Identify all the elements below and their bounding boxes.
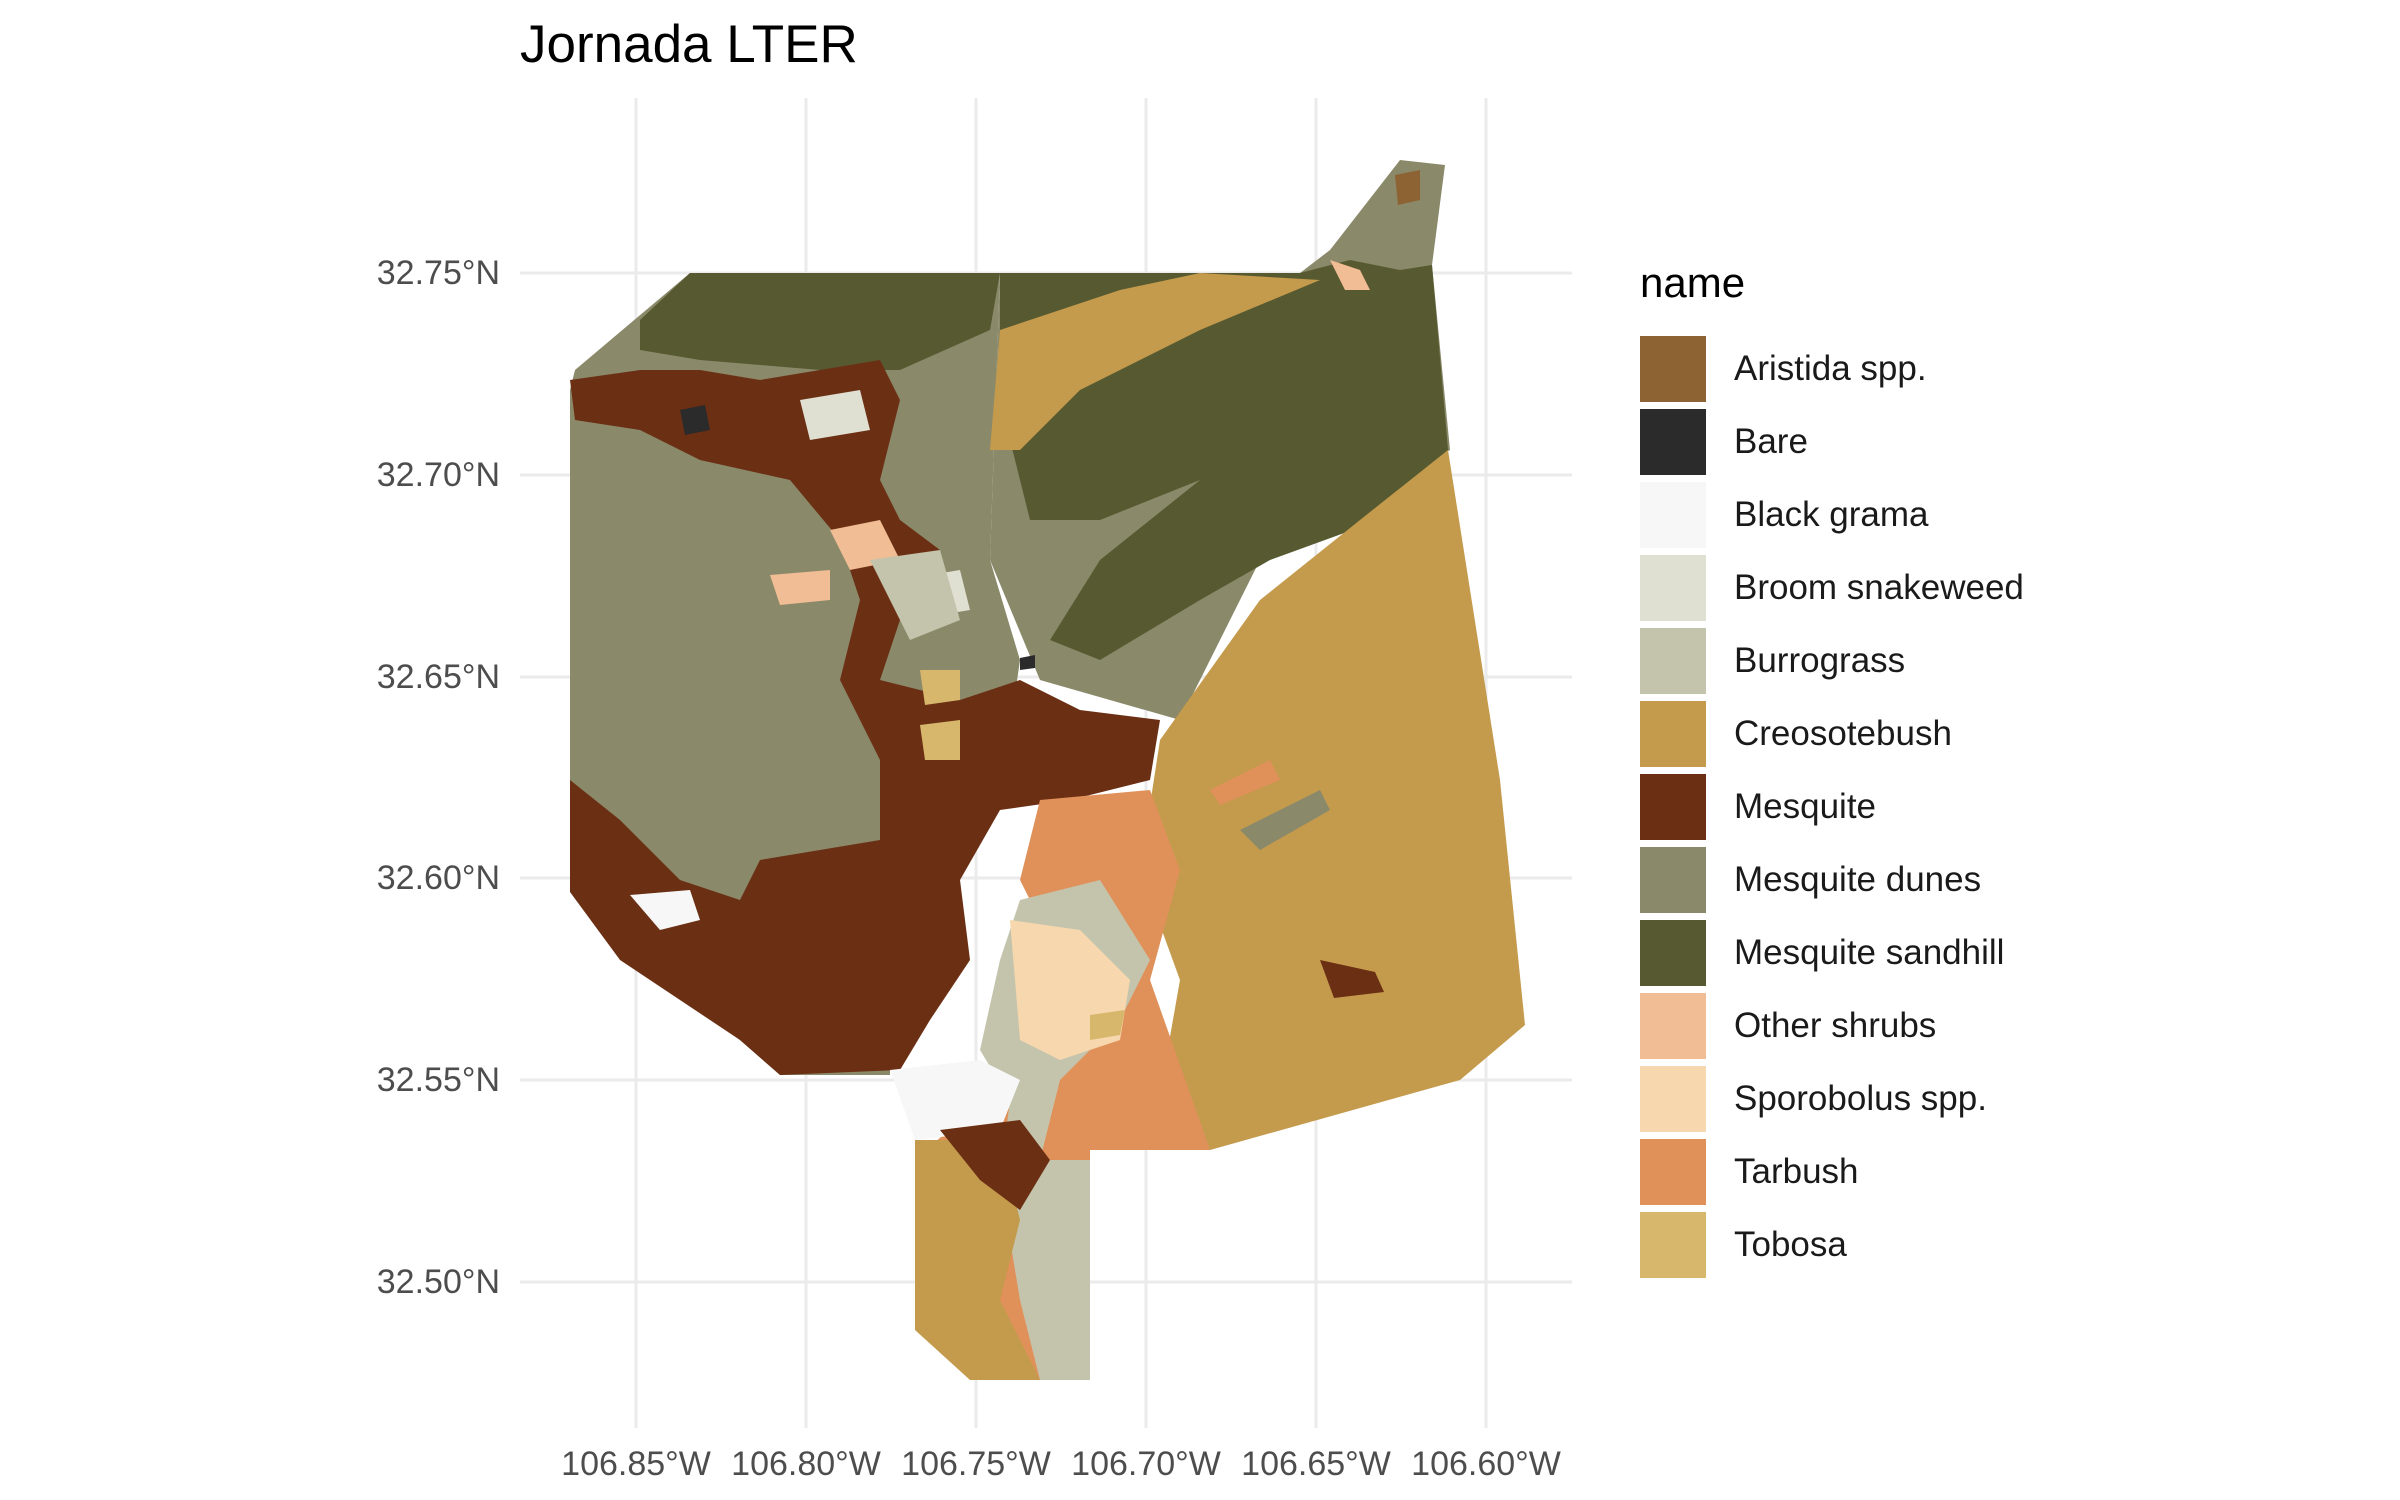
- legend-item: Tobosa: [1640, 1208, 2024, 1281]
- y-tick-label-3: 32.60°N: [376, 859, 500, 897]
- region-bare-2: [1020, 655, 1035, 670]
- region-mesquite-dunes-streak: [1240, 790, 1330, 850]
- legend-label: Mesquite sandhill: [1734, 932, 2005, 972]
- legend-swatch: [1640, 335, 1706, 402]
- legend-swatch: [1640, 700, 1706, 767]
- legend-item: Sporobolus spp.: [1640, 1062, 2024, 1135]
- region-tobosa-3: [1090, 1010, 1125, 1040]
- legend-label: Tarbush: [1734, 1151, 1859, 1191]
- region-black-grama-west: [630, 890, 700, 930]
- region-mesquite-parcel-east: [1320, 960, 1384, 998]
- legend-label: Sporobolus spp.: [1734, 1078, 1987, 1118]
- legend-label: Black grama: [1734, 494, 1929, 534]
- legend-swatch: [1640, 481, 1706, 548]
- legend-label: Other shrubs: [1734, 1005, 1937, 1045]
- region-other-shrubs-3: [1330, 260, 1370, 290]
- region-other-shrubs-1: [830, 520, 900, 570]
- legend-item: Aristida spp.: [1640, 332, 2024, 405]
- y-tick-label-5: 32.50°N: [376, 1263, 500, 1301]
- x-tick-label-0: 106.85°W: [561, 1445, 711, 1483]
- legend-label: Mesquite: [1734, 786, 1877, 826]
- legend-label: Tobosa: [1734, 1224, 1847, 1264]
- region-tarbush-streak-1: [1210, 760, 1280, 805]
- region-tobosa-2: [920, 720, 960, 760]
- region-black-grama: [890, 1060, 1020, 1140]
- legend-item: Burrograss: [1640, 624, 2024, 697]
- legend-swatch: [1640, 992, 1706, 1059]
- legend-item: Mesquite sandhill: [1640, 916, 2024, 989]
- y-tick-label-1: 32.70°N: [376, 456, 500, 494]
- legend-item: Black grama: [1640, 478, 2024, 551]
- legend-label: Aristida spp.: [1734, 348, 1927, 388]
- region-tobosa-1: [920, 670, 960, 705]
- legend-label: Bare: [1734, 421, 1808, 461]
- legend-item: Other shrubs: [1640, 989, 2024, 1062]
- region-broom-snakeweed-1: [800, 390, 870, 440]
- region-mesquite-central: [570, 360, 1160, 1075]
- x-tick-label-2: 106.75°W: [901, 1445, 1051, 1483]
- x-tick-label-5: 106.60°W: [1411, 1445, 1561, 1483]
- legend-item: Tarbush: [1640, 1135, 2024, 1208]
- x-tick-label-3: 106.70°W: [1071, 1445, 1221, 1483]
- legend-item: Broom snakeweed: [1640, 551, 2024, 624]
- legend-item: Mesquite dunes: [1640, 843, 2024, 916]
- legend-swatch: [1640, 1065, 1706, 1132]
- region-creosotebush-ridge: [990, 273, 1320, 450]
- legend-label: Burrograss: [1734, 640, 1906, 680]
- region-creosotebush-east: [1140, 450, 1525, 1150]
- legend-swatch: [1640, 1211, 1706, 1278]
- legend-item: Mesquite: [1640, 770, 2024, 843]
- y-tick-label-4: 32.55°N: [376, 1061, 500, 1099]
- legend-item: Creosotebush: [1640, 697, 2024, 770]
- y-tick-label-0: 32.75°N: [376, 254, 500, 292]
- legend-label: Mesquite dunes: [1734, 859, 1982, 899]
- map-title: Jornada LTER: [520, 15, 858, 74]
- x-tick-label-1: 106.80°W: [731, 1445, 881, 1483]
- legend-swatch: [1640, 627, 1706, 694]
- legend-label: Creosotebush: [1734, 713, 1952, 753]
- region-bare-1: [680, 405, 710, 435]
- region-other-shrubs-2: [770, 570, 830, 605]
- vegetation-regions: [570, 160, 1525, 1380]
- legend-swatch: [1640, 773, 1706, 840]
- region-mesquite-dunes-west: [570, 273, 1020, 1075]
- region-burrograss-north: [870, 550, 960, 640]
- legend-label: Broom snakeweed: [1734, 567, 2024, 607]
- legend-title: name: [1640, 259, 1746, 306]
- legend-items: Aristida spp. Bare Black grama Broom snakew…: [1640, 332, 2024, 1281]
- region-aristida: [1395, 170, 1420, 205]
- x-tick-label-4: 106.65°W: [1241, 1445, 1391, 1483]
- legend-swatch: [1640, 919, 1706, 986]
- region-mesquite-south: [940, 1120, 1050, 1210]
- legend-swatch: [1640, 1138, 1706, 1205]
- legend: name Aristida spp. Bare Black grama Broom s…: [1640, 258, 2024, 1281]
- legend-swatch: [1640, 846, 1706, 913]
- region-mesquite-sandhill-nw: [640, 273, 1000, 370]
- legend-swatch: [1640, 554, 1706, 621]
- legend-item: Bare: [1640, 405, 2024, 478]
- legend-swatch: [1640, 408, 1706, 475]
- y-tick-label-2: 32.65°N: [376, 658, 500, 696]
